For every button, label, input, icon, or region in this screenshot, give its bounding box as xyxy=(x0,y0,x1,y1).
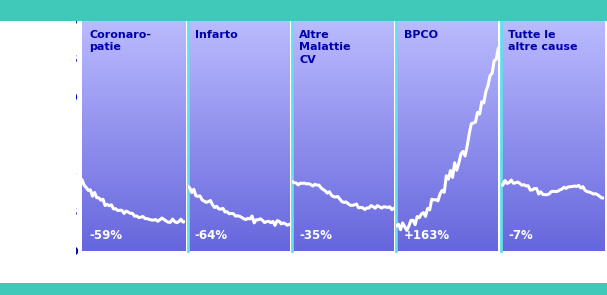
Text: -64%: -64% xyxy=(195,229,228,242)
Text: -59%: -59% xyxy=(89,229,122,242)
Text: Coronaro-
patie: Coronaro- patie xyxy=(89,30,151,52)
Text: Infarto: Infarto xyxy=(195,30,237,40)
Text: Altre
Malattie
CV: Altre Malattie CV xyxy=(299,30,351,65)
Text: Tutte le
altre cause: Tutte le altre cause xyxy=(508,30,577,52)
Text: -35%: -35% xyxy=(299,229,332,242)
Text: -7%: -7% xyxy=(508,229,533,242)
Text: 1965 - 1998: 1965 - 1998 xyxy=(204,285,273,295)
Text: BPCO: BPCO xyxy=(404,30,438,40)
Text: 1965 - 1998: 1965 - 1998 xyxy=(99,285,168,295)
Text: 1965 - 1998: 1965 - 1998 xyxy=(308,285,378,295)
Text: 1965 - 1998: 1965 - 1998 xyxy=(518,285,587,295)
Text: +163%: +163% xyxy=(404,229,450,242)
Text: 1965 - 1998: 1965 - 1998 xyxy=(413,285,482,295)
